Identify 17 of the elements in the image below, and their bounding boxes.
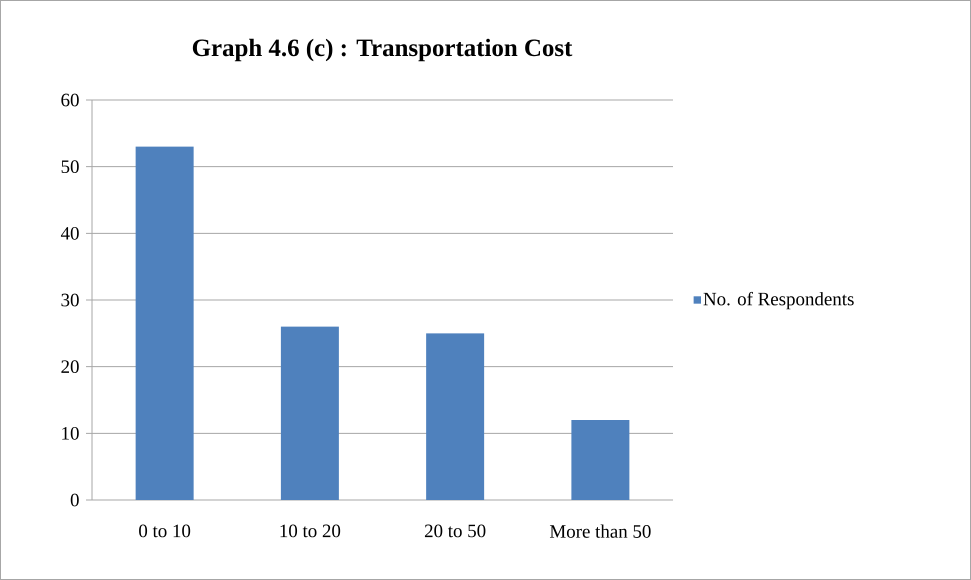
chart-title: Graph 4.6 (c) : Transportation Cost	[192, 38, 572, 62]
y-tick-label: 0	[70, 494, 79, 506]
y-tick-label: 10	[62, 426, 79, 440]
y-tick-label: 50	[62, 160, 79, 174]
x-tick-label: More than 50	[550, 524, 651, 538]
x-tick-label: 20 to 50	[424, 524, 486, 538]
y-tick-label: 40	[60, 226, 79, 240]
bar	[136, 146, 194, 500]
y-tick-label: 30	[61, 294, 79, 306]
y-tick-label: 20	[61, 360, 79, 374]
y-tick-label: 60	[61, 94, 79, 106]
bar	[426, 333, 484, 500]
bar	[571, 420, 630, 500]
legend-label: No. of Respondents	[704, 292, 854, 310]
bar	[280, 326, 339, 500]
x-tick-label: 10 to 20	[280, 524, 340, 538]
x-tick-label: 0 to 10	[139, 524, 190, 538]
